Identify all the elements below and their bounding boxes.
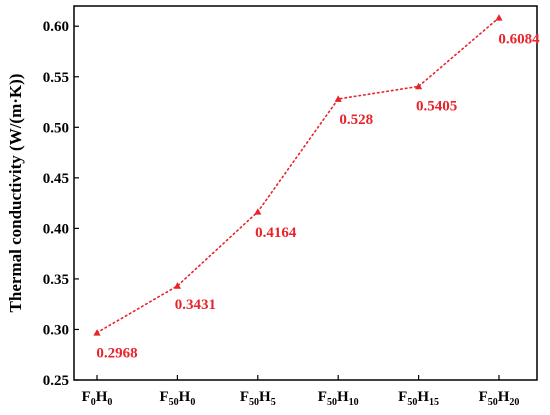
x-category-label: F50H10	[318, 389, 359, 408]
y-tick-label: 0.25	[43, 373, 69, 389]
category-subscript: 50	[488, 397, 498, 408]
category-subscript: 50	[249, 397, 259, 408]
y-tick-label: 0.35	[43, 272, 69, 288]
category-symbol: F	[479, 389, 488, 405]
data-value-label: 0.2968	[96, 346, 137, 362]
category-symbol: F	[240, 389, 249, 405]
category-subscript: 0	[190, 397, 195, 408]
data-value-label: 0.4164	[255, 225, 297, 241]
y-tick-label: 0.40	[43, 221, 69, 237]
data-value-label: 0.3431	[175, 297, 216, 313]
data-point-marker	[254, 208, 262, 215]
data-labels: 0.2968 0.3431 0.4164 0.528 0.5405 0.6084	[96, 32, 540, 362]
category-symbol: F	[82, 389, 91, 405]
category-subscript: 15	[429, 397, 439, 408]
data-point-marker	[173, 282, 181, 289]
y-axis-title: Thermal conductivity (W/(m·K))	[6, 74, 25, 313]
data-point-marker	[93, 329, 101, 336]
category-symbol: H	[337, 389, 349, 405]
x-category-label: F50H15	[398, 389, 439, 408]
y-axis-ticks: 0.25 0.30 0.35 0.40 0.45 0.50 0.55 0.60	[43, 19, 79, 389]
data-value-label: 0.528	[339, 112, 373, 128]
category-subscript: 10	[349, 397, 359, 408]
x-axis-ticks: F0H0 F50H0 F50H5 F50H10 F50H15 F50H20	[82, 375, 520, 408]
y-tick-label: 0.30	[43, 322, 69, 338]
category-subscript: 50	[407, 397, 417, 408]
series-line	[96, 16, 500, 334]
category-subscript: 50	[169, 397, 179, 408]
category-symbol: H	[96, 389, 108, 405]
category-subscript: 0	[91, 397, 96, 408]
data-point-marker	[415, 82, 423, 90]
category-symbol: F	[398, 389, 407, 405]
x-category-label: F0H0	[82, 389, 113, 408]
category-symbol: H	[179, 389, 191, 405]
category-subscript: 5	[271, 397, 276, 408]
category-symbol: H	[498, 389, 510, 405]
y-axis-title-group: Thermal conductivity (W/(m·K))	[6, 74, 25, 313]
category-symbol: H	[417, 389, 429, 405]
y-tick-label: 0.55	[43, 70, 69, 86]
data-value-label: 0.5405	[416, 98, 457, 114]
y-tick-label: 0.60	[43, 19, 69, 35]
category-subscript: 0	[107, 397, 112, 408]
data-point-marker	[334, 95, 342, 102]
category-subscript: 20	[509, 397, 519, 408]
category-symbol: H	[259, 389, 271, 405]
category-symbol: F	[159, 389, 168, 405]
x-category-label: F50H0	[159, 389, 195, 408]
data-value-label: 0.6084	[498, 32, 540, 48]
plot-frame	[73, 5, 538, 381]
category-subscript: 50	[327, 397, 337, 408]
x-category-label: F50H20	[479, 389, 520, 408]
data-point-marker	[495, 14, 503, 21]
x-category-label: F50H5	[240, 389, 276, 408]
y-tick-label: 0.45	[43, 171, 69, 187]
y-tick-label: 0.50	[43, 120, 69, 136]
category-symbol: F	[318, 389, 327, 405]
series-markers	[93, 14, 503, 336]
